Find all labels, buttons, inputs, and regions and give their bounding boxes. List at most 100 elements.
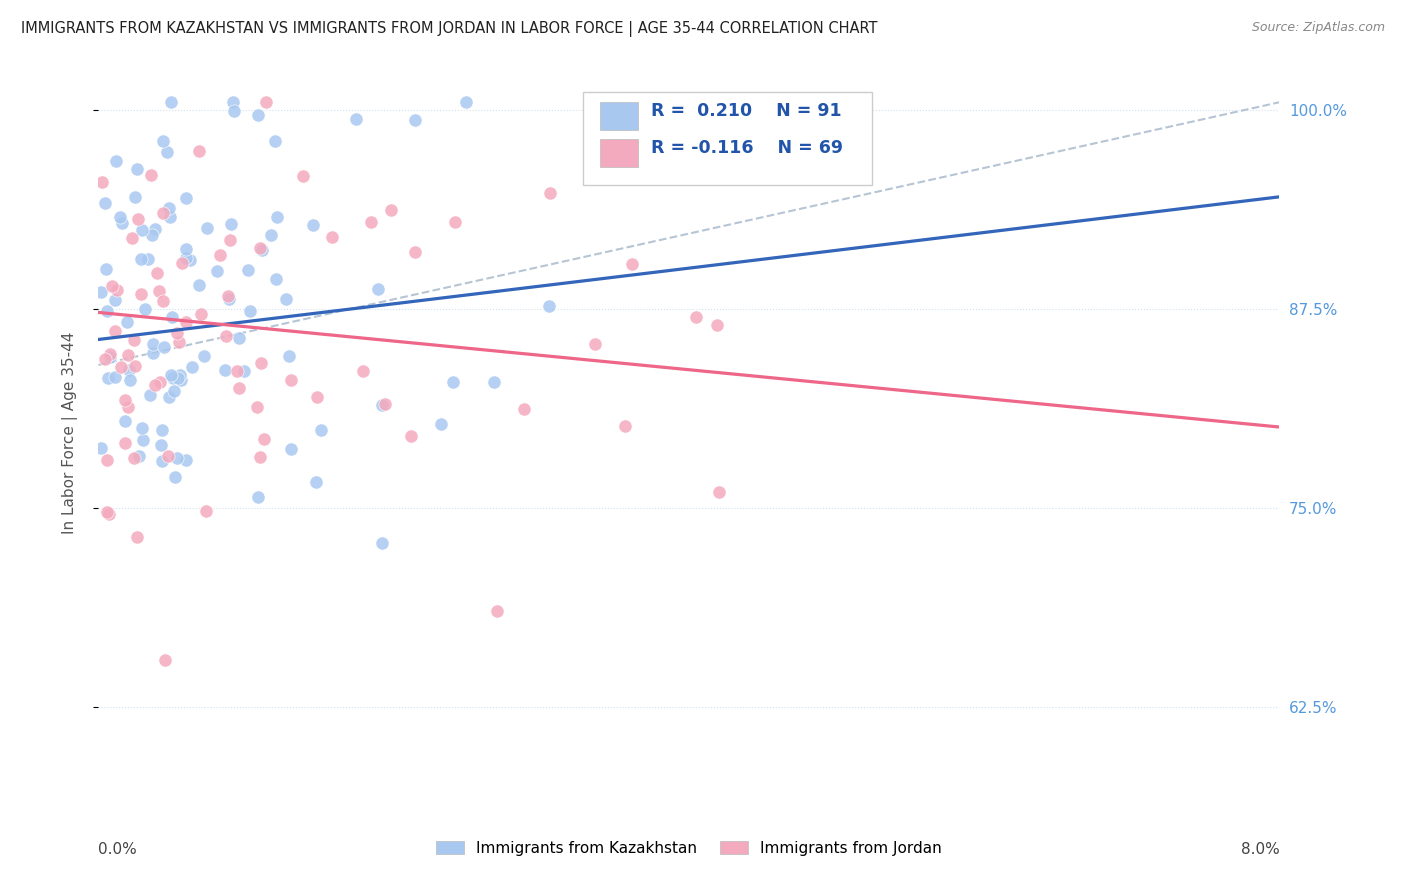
- Point: [96, 304, 118, 318]
- Point: [152, 293, 174, 308]
- Point: [141, 168, 163, 182]
- Point: [163, 384, 186, 398]
- Point: [104, 153, 127, 168]
- Point: [219, 217, 242, 231]
- Point: [167, 371, 190, 385]
- Point: [94, 195, 117, 210]
- Point: [127, 212, 149, 227]
- Point: [228, 331, 250, 345]
- Point: [104, 324, 127, 338]
- Point: [583, 336, 606, 351]
- Point: [166, 450, 188, 465]
- Point: [150, 454, 173, 468]
- Point: [155, 145, 177, 159]
- Point: [134, 302, 156, 317]
- Point: [174, 191, 197, 205]
- FancyBboxPatch shape: [582, 92, 872, 185]
- Point: [193, 349, 215, 363]
- Point: [129, 287, 152, 301]
- Point: [321, 230, 343, 244]
- Point: [125, 161, 148, 176]
- Point: [706, 318, 728, 332]
- Point: [165, 469, 187, 483]
- Point: [110, 360, 132, 375]
- Point: [114, 393, 136, 408]
- Point: [90, 285, 112, 299]
- Point: [105, 283, 128, 297]
- Y-axis label: In Labor Force | Age 35-44: In Labor Force | Age 35-44: [62, 332, 77, 533]
- Point: [195, 504, 218, 518]
- Point: [122, 451, 145, 466]
- Point: [195, 220, 218, 235]
- Point: [371, 535, 394, 549]
- Point: [174, 315, 197, 329]
- Point: [169, 373, 191, 387]
- Point: [454, 95, 477, 110]
- Point: [149, 375, 172, 389]
- Point: [276, 292, 298, 306]
- Point: [280, 442, 302, 456]
- Point: [254, 95, 277, 110]
- Point: [108, 210, 131, 224]
- Point: [142, 346, 165, 360]
- Point: [247, 490, 270, 504]
- Point: [226, 364, 249, 378]
- Point: [190, 307, 212, 321]
- Point: [218, 292, 240, 306]
- Point: [96, 505, 118, 519]
- Point: [159, 211, 181, 225]
- Point: [104, 293, 127, 308]
- Text: 8.0%: 8.0%: [1240, 842, 1279, 856]
- Point: [302, 218, 325, 232]
- Point: [125, 530, 148, 544]
- Point: [115, 315, 138, 329]
- Point: [614, 418, 637, 433]
- Point: [484, 375, 506, 389]
- Legend: Immigrants from Kazakhstan, Immigrants from Jordan: Immigrants from Kazakhstan, Immigrants f…: [430, 835, 948, 862]
- Point: [352, 363, 374, 377]
- Point: [217, 289, 239, 303]
- Point: [121, 231, 143, 245]
- Point: [305, 390, 328, 404]
- Point: [170, 255, 193, 269]
- Bar: [600, 138, 638, 167]
- Point: [174, 242, 197, 256]
- Point: [253, 432, 276, 446]
- Point: [512, 402, 534, 417]
- Point: [404, 112, 426, 127]
- Point: [360, 215, 382, 229]
- Point: [249, 450, 271, 465]
- Point: [104, 369, 127, 384]
- Point: [132, 433, 155, 447]
- Point: [187, 145, 209, 159]
- Text: IMMIGRANTS FROM KAZAKHSTAN VS IMMIGRANTS FROM JORDAN IN LABOR FORCE | AGE 35-44 : IMMIGRANTS FROM KAZAKHSTAN VS IMMIGRANTS…: [21, 21, 877, 37]
- Point: [96, 261, 118, 276]
- Point: [91, 175, 114, 189]
- Point: [430, 417, 453, 432]
- Point: [367, 282, 389, 296]
- Point: [207, 264, 229, 278]
- Point: [305, 475, 328, 489]
- Point: [247, 108, 270, 122]
- Point: [249, 241, 271, 255]
- Point: [117, 348, 139, 362]
- Point: [136, 252, 159, 266]
- Point: [250, 356, 273, 370]
- Text: R = -0.116    N = 69: R = -0.116 N = 69: [651, 138, 844, 157]
- Point: [404, 244, 426, 259]
- Point: [280, 373, 302, 387]
- Point: [157, 449, 180, 463]
- Text: 0.0%: 0.0%: [98, 842, 138, 856]
- Point: [222, 95, 245, 110]
- Point: [228, 381, 250, 395]
- Point: [148, 284, 170, 298]
- Point: [181, 359, 204, 374]
- Point: [174, 251, 197, 265]
- Point: [97, 371, 120, 385]
- Point: [153, 653, 176, 667]
- Point: [219, 234, 242, 248]
- Text: Source: ZipAtlas.com: Source: ZipAtlas.com: [1251, 21, 1385, 34]
- Point: [443, 215, 465, 229]
- Point: [152, 205, 174, 219]
- Point: [246, 400, 269, 414]
